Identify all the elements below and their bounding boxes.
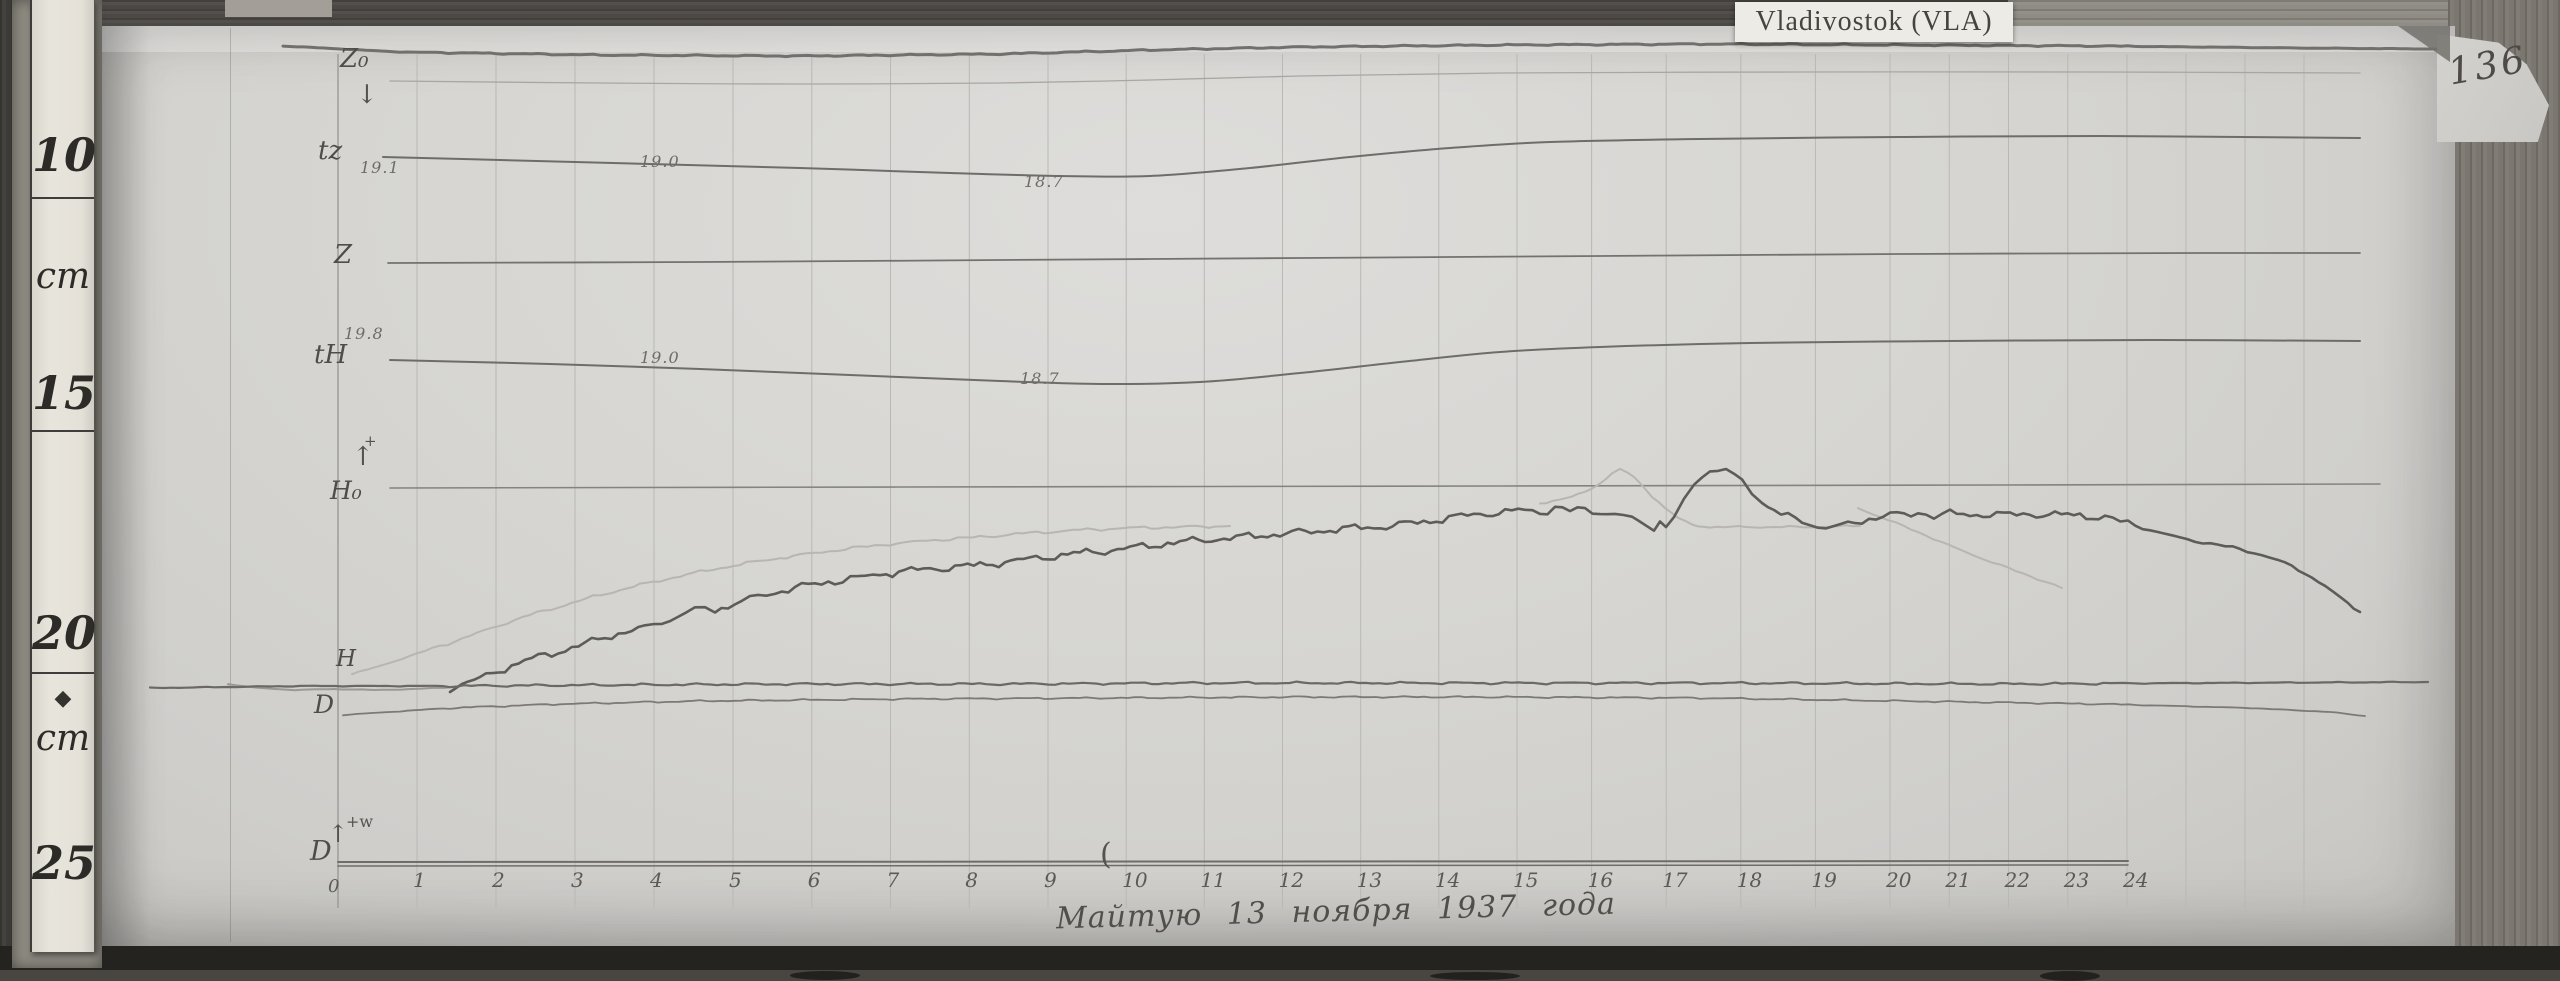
bottom-sheet-edge (0, 970, 2560, 981)
Z-trace (387, 252, 2361, 264)
time-axis-lower (337, 864, 2129, 867)
curve-label: Z₀ (340, 44, 369, 74)
paper-left-shading (100, 26, 150, 946)
H-ghost-rise (351, 524, 1231, 676)
curve-label: D (314, 690, 335, 719)
curve-label: Z (334, 240, 353, 270)
ruler-tick (32, 197, 94, 199)
hour-tick-label: 6 (807, 868, 821, 892)
ruler-tick (32, 672, 94, 674)
hour-tick-label: 1 (413, 868, 426, 892)
hand-drawn-mark: + (364, 432, 377, 450)
hour-tick-label: 12 (1278, 868, 1304, 892)
H0-baseline (389, 483, 2381, 489)
ruler-tick (32, 430, 94, 432)
hour-tick-label: 14 (1434, 868, 1461, 892)
temperature-annotation: 19.1 (360, 158, 400, 177)
hand-drawn-mark: ↑ (352, 442, 374, 472)
tH-temperature-trace (389, 339, 2361, 386)
backing-paper-strip (2008, 0, 2448, 27)
curve-label: D (310, 836, 332, 867)
ruler-mark-20: 20 (32, 606, 97, 660)
temperature-annotation: 18.7 (1024, 172, 1064, 191)
paper-crease-line (230, 28, 231, 942)
hour-tick-label: 13 (1356, 868, 1383, 892)
ruler-unit-cm: cm (35, 718, 91, 759)
hour-tick-label: 7 (886, 868, 900, 892)
hour-tick-label: 10 (1122, 868, 1148, 892)
ruler-mark-15: 15 (32, 366, 97, 420)
ruler-mark-25: 25 (32, 836, 97, 890)
hour-tick-label: 5 (729, 868, 742, 892)
H-trace (448, 467, 2362, 694)
hour-tick-label: 24 (2123, 868, 2149, 892)
Z0-baseline (389, 71, 2361, 85)
curve-label: tH (314, 340, 348, 370)
hour-tick-label: 22 (2004, 868, 2030, 892)
hour-tick-label: 2 (492, 868, 505, 892)
hand-drawn-mark: +w (346, 812, 374, 831)
temperature-annotation: 18.7 (1020, 369, 1060, 388)
top-edge-line (281, 42, 2438, 59)
hour-tick-label: 4 (650, 868, 663, 892)
tz-temperature-trace (382, 134, 2361, 178)
hour-tick-label: 19 (1811, 868, 1837, 892)
hour-tick-label: 3 (571, 868, 584, 892)
hour-tick-label: 15 (1513, 868, 1539, 892)
hand-drawn-mark: ↑ (328, 820, 349, 848)
clip-tab (225, 0, 332, 17)
H-ghost-peak (1539, 467, 1861, 529)
ruler-unit-cm: cm (35, 256, 91, 297)
hand-drawn-mark: ↓ (356, 80, 378, 110)
curve-label: tz (318, 136, 343, 166)
temperature-annotation: 19.8 (344, 324, 384, 343)
bottom-shadow-blob (2040, 971, 2100, 981)
table-right-strip (2448, 0, 2560, 981)
hour-tick-label: 21 (1945, 868, 1971, 892)
bottom-shadow-blob (1430, 972, 1520, 980)
hour-tick-label: 18 (1736, 868, 1763, 892)
hour-tick-label: 20 (1886, 868, 1912, 892)
time-axis-upper (337, 860, 2129, 863)
hour-tick-label: 23 (2063, 868, 2090, 892)
temperature-annotation: 19.0 (640, 152, 680, 171)
temperature-annotation: 19.0 (640, 348, 680, 367)
H-ghost-fall (1857, 507, 2063, 589)
hour-tick-label: 16 (1587, 868, 1614, 892)
H-trace-tail (227, 683, 453, 692)
bottom-shadow-blob (790, 971, 860, 980)
ruler-maker-diamond-icon: ◆ (54, 686, 72, 711)
ruler-mark-10: 10 (32, 128, 97, 182)
axis-zero-label: 0 (328, 876, 340, 897)
H-baseline-flat (148, 680, 2430, 690)
ruler-face: 10 cm 15 20 ◆ cm 25 (30, 0, 97, 952)
hour-tick-label: 9 (1044, 868, 1057, 892)
D-trace (342, 695, 2366, 717)
curve-label: H (336, 646, 357, 672)
hand-drawn-mark: ( (1100, 837, 1112, 872)
curve-label: H₀ (330, 476, 362, 505)
hour-tick-label: 11 (1200, 868, 1226, 892)
station-label: Vladivostok (VLA) (1735, 2, 2013, 42)
hour-tick-label: 17 (1662, 868, 1688, 892)
hour-tick-label: 8 (965, 868, 978, 892)
